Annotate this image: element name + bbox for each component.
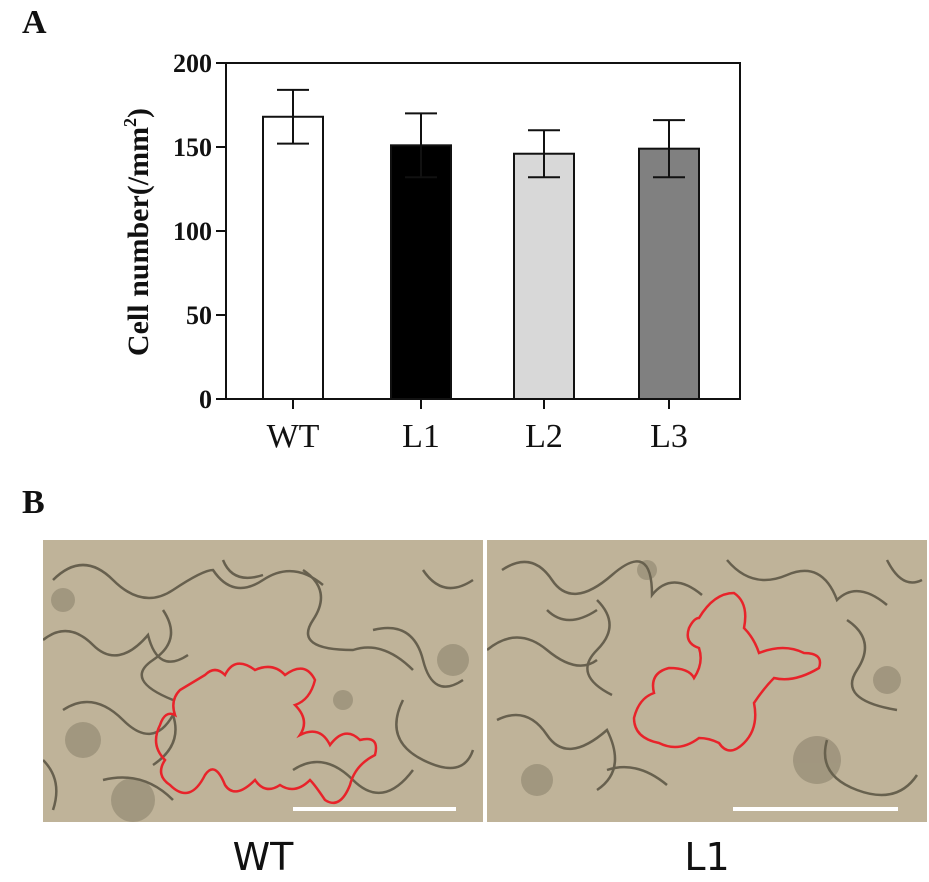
cell-outline-l1: [632, 591, 822, 752]
bar-chart: 0 50 100 150 200 WT L1 L2 L3 Cell number(/mm2): [120, 49, 741, 455]
micrograph-l1: [487, 540, 927, 822]
bar-wt: [262, 115, 324, 400]
y-tick-label: 100: [173, 217, 212, 246]
bar-l2: [513, 152, 575, 400]
x-tick-label-l3: L3: [650, 418, 688, 455]
y-axis-label-superscript: 2: [120, 118, 140, 127]
y-tick-label: 0: [199, 385, 212, 414]
micrograph-l1-image: [487, 540, 927, 822]
y-axis-label: Cell number(/mm2): [120, 108, 155, 356]
micrograph-l1-caption: L1: [684, 835, 730, 879]
micrograph-wt-image: [43, 540, 483, 822]
bar-l3: [638, 147, 700, 400]
x-tick-label-l1: L1: [402, 418, 440, 455]
scale-bar-l1: [733, 807, 898, 811]
bar-l1: [390, 144, 452, 400]
micrograph-wt-caption: WT: [232, 835, 294, 879]
x-tick-label-wt: WT: [267, 418, 320, 455]
y-tick-label: 150: [173, 133, 212, 162]
micrograph-wt: [43, 540, 483, 822]
panel-b-label: B: [22, 484, 45, 521]
cell-outline-wt: [154, 662, 378, 805]
y-tick-label: 200: [173, 49, 212, 78]
chart-bars: [262, 88, 700, 400]
panel-a-label: A: [22, 4, 47, 41]
chart-ticks: 0 50 100 150 200 WT L1 L2 L3: [173, 49, 688, 455]
x-tick-label-l2: L2: [525, 418, 563, 455]
y-tick-label: 50: [186, 301, 212, 330]
scale-bar-wt: [293, 807, 456, 811]
